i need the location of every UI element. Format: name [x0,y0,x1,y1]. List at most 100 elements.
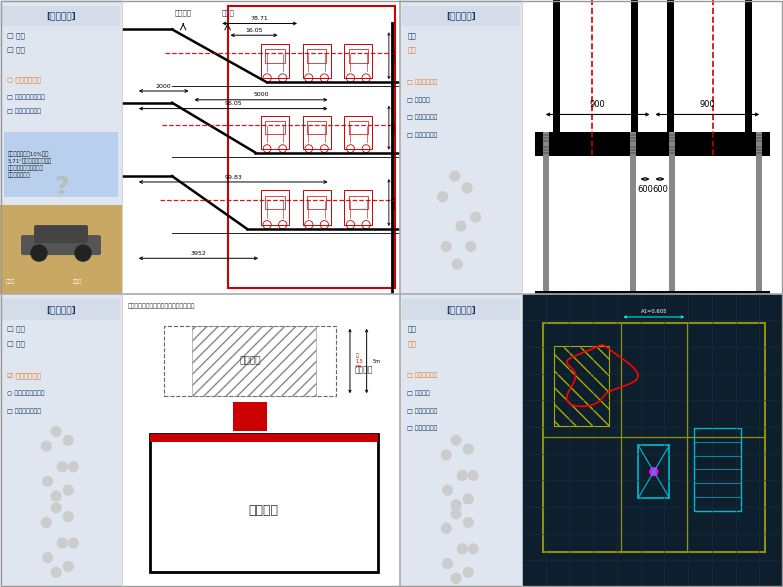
Bar [261,116,289,149]
Text: □ 坡屋顶破坡点: □ 坡屋顶破坡点 [407,132,438,138]
Text: [案例分析]: [案例分析] [46,12,76,21]
Circle shape [68,462,78,471]
Circle shape [51,503,61,512]
Bar [150,434,377,442]
Text: 1362: 1362 [392,196,397,209]
Bar [345,190,372,225]
Circle shape [457,544,467,554]
Text: 99.83: 99.83 [224,174,242,180]
Circle shape [451,500,461,510]
Bar [307,49,327,62]
Text: □ 靠高置一侧的凹凸: □ 靠高置一侧的凹凸 [7,94,45,100]
Bar [669,132,676,291]
Circle shape [438,192,448,201]
Text: 变坡角度最大为10%；即
5.71°（坡比角、简正角、
通过角）；形成一个初速
步；底层限高。: 变坡角度最大为10%；即 5.71°（坡比角、简正角、 通过角）；形成一个初速 … [7,151,52,178]
Text: □ 平面: □ 平面 [7,340,25,347]
Text: [案例分析]: [案例分析] [446,305,476,314]
Text: □ 电梯尺寸控制: □ 电梯尺寸控制 [407,408,438,414]
Text: 路中心线: 路中心线 [175,9,192,16]
Text: [案例分析]: [案例分析] [446,12,476,21]
Circle shape [453,259,462,269]
Text: [案例分析]: [案例分析] [46,305,76,314]
Bar [265,121,285,134]
Text: 1306: 1306 [392,49,397,62]
Text: 5m: 5m [372,359,381,363]
Text: 1306: 1306 [392,121,397,134]
Bar [535,144,770,156]
Bar [261,190,289,225]
Text: 东
1.5
m: 东 1.5 m [355,353,363,369]
Circle shape [464,518,473,527]
Text: ○ 靠高置一侧的凹凸: ○ 靠高置一侧的凹凸 [7,390,45,396]
Text: □ 建筑日照与节能: □ 建筑日照与节能 [7,408,41,414]
Text: □ 总图: □ 总图 [7,32,25,39]
Bar [164,326,336,396]
Bar [150,434,377,572]
Bar [638,445,669,498]
Bar [631,0,637,144]
Bar [745,0,752,144]
Bar [307,195,327,209]
Text: □ 建筑日照与节能: □ 建筑日照与节能 [7,109,41,114]
Circle shape [442,559,453,568]
Circle shape [51,491,61,501]
Circle shape [442,450,451,460]
Circle shape [43,477,52,486]
Text: □ 电梯尺寸控制: □ 电梯尺寸控制 [407,114,438,120]
Circle shape [51,427,61,436]
Bar [535,132,770,144]
Text: ○ 影壁地库停车: ○ 影壁地库停车 [7,76,41,83]
Text: 96.05: 96.05 [225,101,242,106]
Bar [0,205,122,294]
Circle shape [57,462,67,471]
Circle shape [471,212,481,222]
Bar [261,43,289,78]
Bar [303,116,330,149]
FancyBboxPatch shape [21,235,101,255]
Text: 平面: 平面 [407,46,416,53]
Text: 高层建筑: 高层建筑 [249,504,279,517]
Text: □ 平面: □ 平面 [7,46,25,53]
Text: 总图: 总图 [407,325,416,332]
Circle shape [57,538,67,548]
Text: 78.71: 78.71 [251,16,269,21]
Bar [543,323,765,552]
Circle shape [466,242,475,251]
Bar [307,121,327,134]
Bar [756,132,762,291]
Text: 5000: 5000 [253,92,269,97]
Text: ☑ 别墅地库停车: ☑ 别墅地库停车 [7,372,41,379]
Text: □ 户型优化: □ 户型优化 [407,390,430,396]
Text: 600: 600 [637,185,653,194]
Circle shape [450,171,460,181]
Text: 600: 600 [653,332,669,340]
Circle shape [41,518,51,527]
Circle shape [442,485,453,495]
Circle shape [68,538,78,548]
Bar [265,49,285,62]
Bar [348,121,368,134]
Circle shape [63,562,73,571]
Circle shape [464,494,473,504]
Bar [345,116,372,149]
Circle shape [456,221,466,231]
Circle shape [31,245,47,261]
Text: 登录场地: 登录场地 [239,356,261,366]
Text: 消防车道: 消防车道 [355,365,373,375]
Text: □ 坡屋顶破坡点: □ 坡屋顶破坡点 [407,426,438,431]
Text: □ 户型优化: □ 户型优化 [407,97,430,103]
Bar [303,43,330,78]
Text: □ 总图: □ 总图 [7,325,25,332]
Circle shape [650,468,658,475]
Text: 路边线: 路边线 [222,9,234,16]
Text: 高点道: 高点道 [73,279,82,284]
Text: 16.05: 16.05 [245,28,263,33]
Bar [4,132,118,197]
Circle shape [442,524,451,533]
Circle shape [63,512,73,521]
Bar [543,132,550,291]
Bar [630,132,636,291]
Circle shape [451,573,461,583]
Circle shape [75,245,91,261]
Bar [345,43,372,78]
